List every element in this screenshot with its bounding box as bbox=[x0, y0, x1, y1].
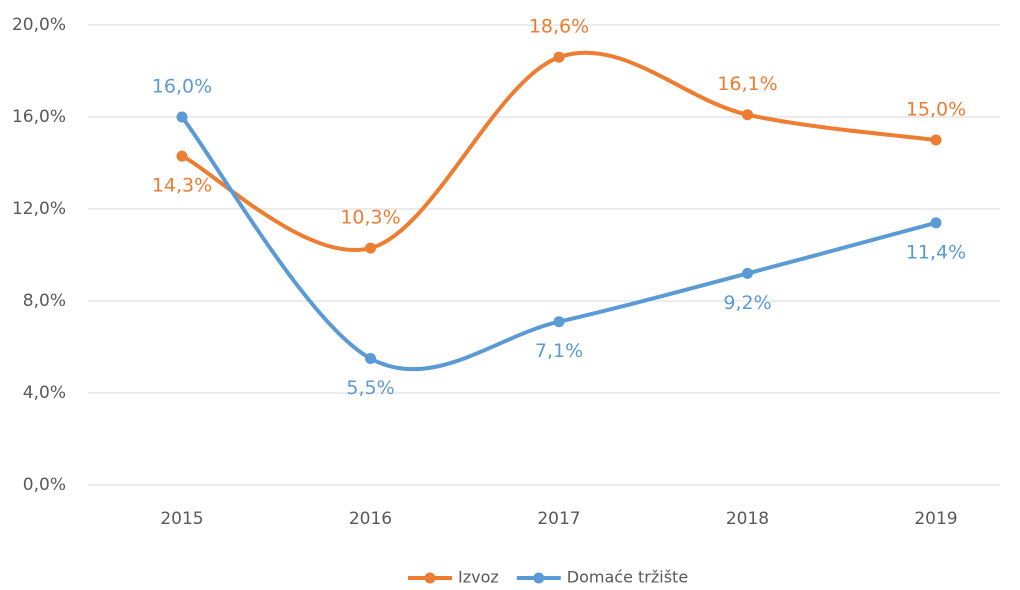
data-point bbox=[553, 51, 565, 63]
data-label: 16,1% bbox=[717, 73, 777, 95]
y-tick-label: 0,0% bbox=[23, 475, 66, 495]
series-line bbox=[180, 115, 938, 372]
data-label: 15,0% bbox=[906, 99, 966, 121]
x-tick-label: 2016 bbox=[349, 509, 392, 529]
data-label: 9,2% bbox=[723, 292, 771, 314]
data-point bbox=[742, 267, 753, 279]
data-label: 11,4% bbox=[906, 241, 966, 263]
data-label: 14,3% bbox=[152, 175, 212, 197]
data-point bbox=[365, 242, 376, 254]
data-point bbox=[553, 316, 565, 328]
y-tick-label: 20,0% bbox=[12, 15, 66, 35]
series-line bbox=[180, 50, 938, 252]
x-tick-label: 2018 bbox=[726, 509, 769, 529]
data-label: 16,0% bbox=[152, 76, 212, 98]
legend-label: Domaće tržište bbox=[567, 568, 688, 587]
legend-label: Izvoz bbox=[458, 568, 499, 587]
data-point bbox=[176, 111, 188, 123]
x-tick-label: 2019 bbox=[914, 509, 957, 529]
data-point bbox=[365, 353, 376, 364]
y-tick-label: 8,0% bbox=[23, 291, 66, 311]
data-label: 18,6% bbox=[529, 16, 589, 38]
legend-marker bbox=[424, 572, 436, 584]
y-tick-label: 4,0% bbox=[23, 383, 66, 403]
data-point bbox=[930, 217, 942, 229]
y-tick-label: 16,0% bbox=[12, 107, 66, 127]
data-label: 10,3% bbox=[340, 207, 400, 229]
data-point bbox=[176, 150, 188, 162]
data-point bbox=[930, 134, 942, 146]
legend-marker bbox=[533, 572, 545, 584]
x-tick-label: 2017 bbox=[537, 509, 580, 529]
x-tick-label: 2015 bbox=[160, 509, 203, 529]
y-tick-label: 12,0% bbox=[12, 199, 66, 219]
data-point bbox=[742, 109, 753, 121]
data-label: 5,5% bbox=[346, 377, 394, 399]
data-label: 7,1% bbox=[535, 340, 583, 362]
